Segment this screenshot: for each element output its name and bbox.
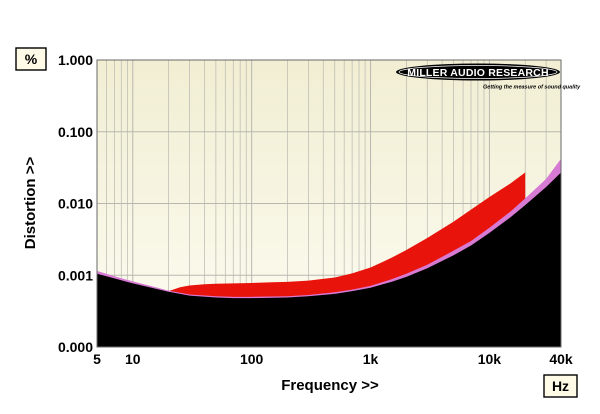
y-tick-label: 0.000 bbox=[58, 339, 93, 355]
x-tick-label: 10 bbox=[125, 351, 141, 367]
plot-frame bbox=[96, 59, 562, 348]
x-tick-label: 10k bbox=[478, 351, 502, 367]
y-unit-label: % bbox=[25, 51, 38, 67]
y-tick-label: 0.010 bbox=[58, 196, 93, 212]
x-tick-label: 100 bbox=[240, 351, 264, 367]
y-tick-label: 0.001 bbox=[58, 267, 93, 283]
x-unit-box: Hz bbox=[543, 374, 578, 398]
x-axis-title: Frequency >> bbox=[281, 377, 379, 394]
black-trace-area bbox=[97, 172, 561, 347]
x-tick-label: 1k bbox=[363, 351, 379, 367]
y-unit-box: % bbox=[15, 47, 47, 71]
x-tick-label: 40k bbox=[549, 351, 573, 367]
x-tick-labels: 5 10 100 1k 10k 40k bbox=[93, 351, 573, 367]
series-layer bbox=[97, 158, 561, 347]
x-tick-label: 5 bbox=[93, 351, 101, 367]
logo-tagline: Getting the measure of sound quality bbox=[483, 85, 581, 91]
y-axis-title: Distortion >> bbox=[22, 157, 39, 250]
logo-text: MILLER AUDIO RESEARCH bbox=[407, 67, 548, 79]
x-unit-label: Hz bbox=[552, 378, 569, 394]
y-tick-label: 0.100 bbox=[58, 124, 93, 140]
y-tick-label: 1.000 bbox=[58, 52, 93, 68]
y-tick-labels: 1.000 0.100 0.010 0.001 0.000 bbox=[58, 52, 93, 355]
miller-audio-research-logo: MILLER AUDIO RESEARCH Getting the measur… bbox=[396, 63, 581, 91]
